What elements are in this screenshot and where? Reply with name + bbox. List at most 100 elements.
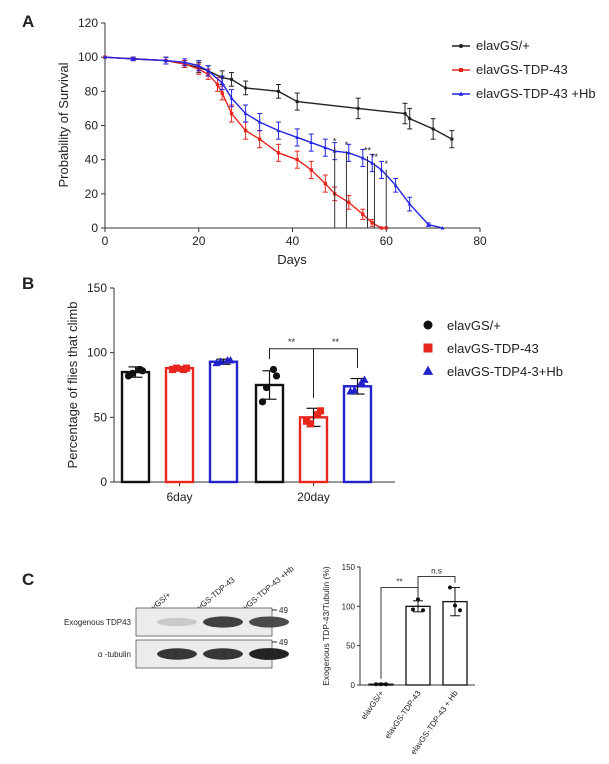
survival-x-label: Days xyxy=(277,252,307,267)
survival-point-2 xyxy=(346,150,351,155)
blot-band-1-1 xyxy=(203,648,243,660)
survival-y-tick-label: 80 xyxy=(85,84,99,98)
climbing-legend-label-2: elavGS-TDP4-3+Hb xyxy=(447,364,563,379)
climbing-bar-2-0 xyxy=(208,360,239,484)
climbing-point-1-1 xyxy=(316,407,325,415)
quant-point-1 xyxy=(421,608,425,613)
climbing-significance-bracket xyxy=(313,348,358,398)
quant-x-tick-label-0: elavGS/+ xyxy=(359,689,386,722)
climbing-legend-marker-1 xyxy=(423,343,433,353)
survival-point-1 xyxy=(361,212,365,217)
quant-point-2 xyxy=(453,603,457,608)
survival-point-0 xyxy=(356,106,360,111)
blot-band-1-0 xyxy=(157,648,197,660)
quant-bar-1 xyxy=(405,605,431,686)
survival-point-1 xyxy=(323,181,328,186)
climbing-point-0-0 xyxy=(135,365,144,374)
quant-point-0 xyxy=(384,682,388,687)
climbing-x-tick-label: 20day xyxy=(297,490,330,504)
blot-band-1-2 xyxy=(249,648,289,660)
climbing-bar-0-0 xyxy=(120,370,151,484)
survival-y-tick-label: 60 xyxy=(85,119,99,133)
survival-point-2 xyxy=(295,135,300,139)
survival-point-2 xyxy=(163,58,168,63)
panel-letter-a: A xyxy=(22,12,34,31)
survival-point-2 xyxy=(243,111,248,115)
survival-legend-label-0: elavGS/+ xyxy=(476,38,530,53)
survival-significance-label: ** xyxy=(371,152,379,162)
survival-point-0 xyxy=(431,127,435,131)
climbing-point-1-0 xyxy=(168,365,177,374)
survival-point-2 xyxy=(370,161,375,165)
survival-legend-marker-1 xyxy=(459,68,463,72)
quant-significance-label: ** xyxy=(396,577,402,586)
climbing-y-label: Percentage of flies that climb xyxy=(65,302,80,469)
survival-point-2 xyxy=(220,80,225,85)
blot-row-label-0: Exogenous TDP43 xyxy=(64,618,132,627)
blot-marker-label-1: 49 xyxy=(279,638,288,647)
survival-y-tick-label: 0 xyxy=(91,221,98,235)
survival-point-1 xyxy=(295,157,299,162)
survival-chart: 0 20 40 60 80 0 20 40 60 80 100 120 Days Probabilit… xyxy=(56,16,596,267)
survival-point-2 xyxy=(276,128,281,133)
climbing-point-0-1 xyxy=(269,365,278,374)
climbing-significance-label: ** xyxy=(332,337,340,347)
climbing-point-1-1 xyxy=(302,417,311,425)
survival-point-2 xyxy=(229,96,234,100)
survival-legend-marker-2 xyxy=(458,91,464,96)
quant-y-tick-label: 150 xyxy=(342,563,356,572)
survival-point-0 xyxy=(407,116,412,121)
blot-band-0-1 xyxy=(203,616,243,628)
survival-x-tick-label: 40 xyxy=(286,234,300,248)
survival-point-1 xyxy=(309,168,313,172)
climbing-point-1-0 xyxy=(179,365,188,374)
survival-point-0 xyxy=(450,137,454,141)
blot-band-0-0 xyxy=(157,617,197,627)
climbing-point-1-1 xyxy=(313,411,322,419)
climbing-y-tick-label: 50 xyxy=(94,410,108,424)
panel-letter-b: B xyxy=(22,274,34,293)
survival-legend-label-1: elavGS-TDP-43 xyxy=(476,62,568,77)
climbing-point-0-1 xyxy=(272,372,281,380)
survival-line-2 xyxy=(104,56,443,229)
climbing-bar-2-1 xyxy=(342,385,373,484)
survival-annotations: * ****** xyxy=(333,137,388,228)
survival-point-2 xyxy=(182,60,187,64)
survival-significance-label: ** xyxy=(364,145,372,155)
climbing-point-0-0 xyxy=(128,369,137,377)
quant-ticks: 050100150elavGS/+elavGS-TDP-43elavGS-TDP… xyxy=(342,563,460,756)
climbing-ticks: 0 50 100 150 6day 20day xyxy=(87,281,330,504)
survival-legend-marker-0 xyxy=(459,44,463,48)
survival-point-2 xyxy=(323,145,328,150)
survival-point-1 xyxy=(370,221,374,225)
climbing-point-1-0 xyxy=(172,364,181,372)
climbing-point-2-0 xyxy=(216,357,225,365)
climbing-legend-label-1: elavGS-TDP-43 xyxy=(447,341,539,356)
climbing-significance-label: ** xyxy=(288,337,296,347)
survival-y-tick-label: 100 xyxy=(78,50,98,64)
survival-point-1 xyxy=(215,82,220,87)
climbing-bar-1-0 xyxy=(164,366,195,484)
survival-legend: elavGS/+ elavGS-TDP-43 elavGS-TDP-43 +Hb xyxy=(452,38,596,101)
quant-point-0 xyxy=(374,682,378,687)
climbing-point-0-1 xyxy=(262,383,271,392)
quant-significance: ** n.s xyxy=(380,566,456,679)
climbing-legend-marker-2 xyxy=(422,365,434,375)
survival-point-2 xyxy=(196,63,201,68)
survival-point-1 xyxy=(347,200,351,205)
survival-point-2 xyxy=(440,225,445,230)
panel-letter-c: C xyxy=(22,570,34,589)
quant-y-tick-label: 0 xyxy=(351,681,356,690)
survival-y-tick-label: 120 xyxy=(78,16,98,30)
survival-point-1 xyxy=(379,226,384,230)
climbing-legend: elavGS/+ elavGS-TDP-43 elavGS-TDP4-3+Hb xyxy=(422,318,563,379)
quant-bars xyxy=(368,585,468,687)
quant-significance-label: n.s xyxy=(431,566,442,575)
survival-series xyxy=(103,55,455,230)
survival-y-tick-label: 20 xyxy=(85,187,99,201)
survival-significance-label: * xyxy=(384,159,388,169)
climbing-legend-marker-0 xyxy=(423,320,433,330)
survival-y-label: Probability of Survival xyxy=(56,62,71,187)
